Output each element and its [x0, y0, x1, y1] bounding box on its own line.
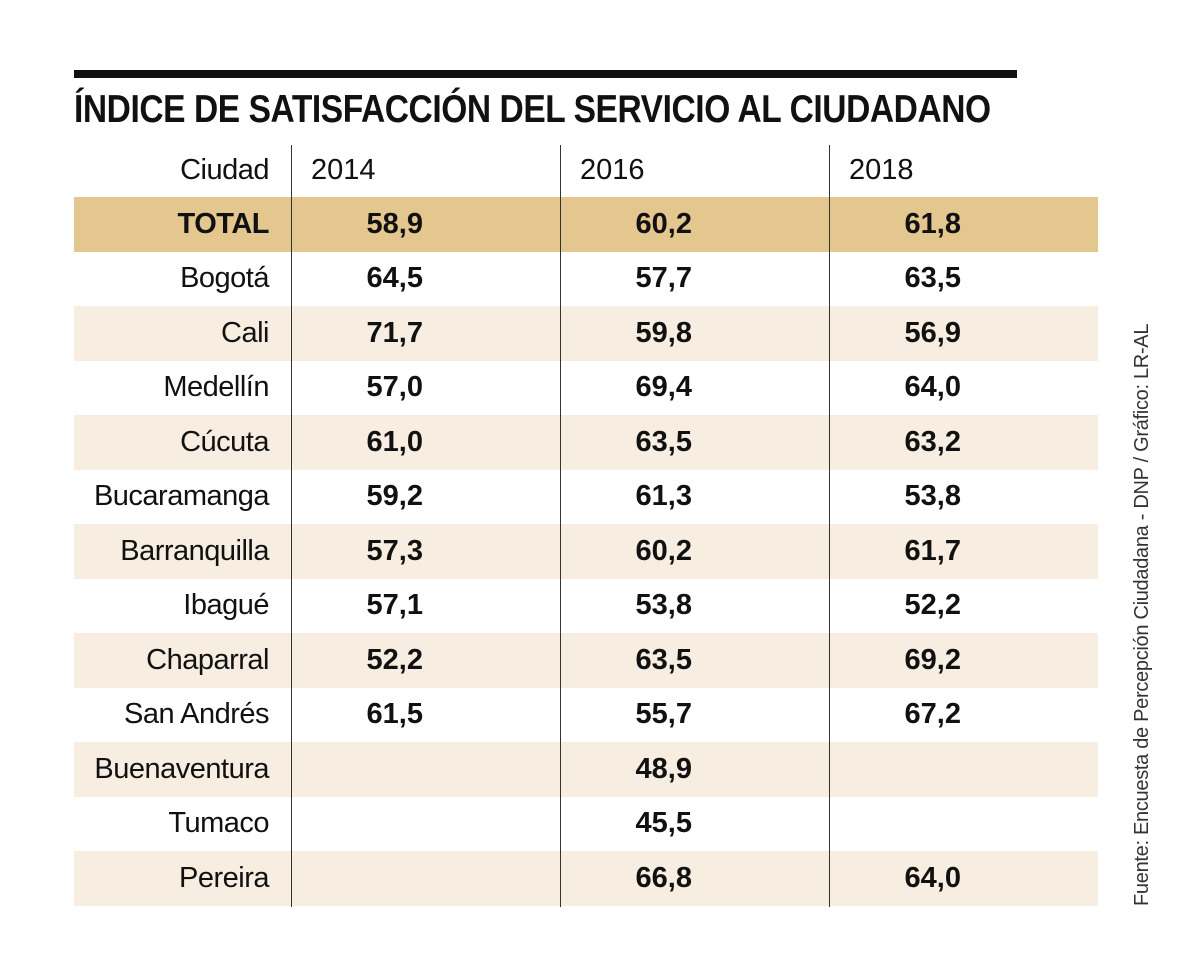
- data-table: Ciudad 2014 2016 2018 TOTAL 58,9 60,2 61,8 B…: [74, 143, 1098, 906]
- value-2018-cell: [829, 742, 1098, 797]
- table-row: Cali 71,7 59,8 56,9: [74, 306, 1098, 361]
- city-cell: Bucaramanga: [93, 480, 270, 513]
- table-row: Ibagué 57,1 53,8 52,2: [74, 579, 1098, 634]
- city-cell: TOTAL: [177, 207, 270, 240]
- value-2018-cell: [829, 797, 1098, 852]
- table-row: Cúcuta 61,0 63,5 63,2: [74, 415, 1098, 470]
- value-2014-cell: 57,3: [366, 534, 423, 567]
- value-2018-cell: 61,7: [904, 534, 961, 567]
- value-2014-cell: 71,7: [366, 316, 423, 349]
- value-2014-cell: [291, 797, 560, 852]
- value-2016-cell: 63,5: [635, 425, 692, 458]
- city-cell: Ibagué: [183, 589, 269, 622]
- table-row: Pereira 66,8 64,0: [74, 851, 1098, 906]
- value-2018-cell: 67,2: [904, 698, 961, 731]
- value-2018-cell: 63,5: [904, 262, 961, 295]
- header-city: Ciudad: [180, 153, 269, 186]
- table-row: Chaparral 52,2 63,5 69,2: [74, 633, 1098, 688]
- value-2014-cell: 57,0: [366, 371, 423, 404]
- value-2016-cell: 59,8: [635, 316, 692, 349]
- value-2018-cell: 64,0: [904, 861, 961, 894]
- table-row: Medellín 57,0 69,4 64,0: [74, 361, 1098, 416]
- table-row: Bucaramanga 59,2 61,3 53,8: [74, 470, 1098, 525]
- value-2014-cell: 61,5: [366, 698, 423, 731]
- city-cell: Barranquilla: [120, 534, 269, 567]
- value-2018-cell: 61,8: [904, 207, 961, 240]
- value-2016-cell: 61,3: [635, 480, 692, 513]
- city-cell: Bogotá: [180, 262, 269, 295]
- top-rule: [74, 70, 1017, 78]
- value-2016-cell: 45,5: [635, 807, 692, 840]
- city-cell: Buenaventura: [94, 752, 269, 785]
- value-2014-cell: [291, 851, 560, 906]
- city-cell: Medellín: [163, 371, 269, 404]
- value-2016-cell: 48,9: [635, 752, 692, 785]
- value-2016-cell: 66,8: [635, 861, 692, 894]
- table-row: Tumaco 45,5: [74, 797, 1098, 852]
- value-2016-cell: 69,4: [635, 371, 692, 404]
- value-2018-cell: 63,2: [904, 425, 961, 458]
- value-2014-cell: [291, 742, 560, 797]
- table-row: Bogotá 64,5 57,7 63,5: [74, 252, 1098, 307]
- table-row: Barranquilla 57,3 60,2 61,7: [74, 524, 1098, 579]
- header-2014: 2014: [311, 153, 376, 186]
- value-2014-cell: 57,1: [366, 589, 423, 622]
- value-2016-cell: 60,2: [635, 207, 692, 240]
- value-2018-cell: 69,2: [904, 643, 961, 676]
- city-cell: Pereira: [179, 861, 270, 894]
- source-credit: Fuente: Encuesta de Percepción Ciudadana…: [1131, 323, 1153, 906]
- city-cell: Cúcuta: [180, 425, 269, 458]
- value-2018-cell: 53,8: [904, 480, 961, 513]
- value-2018-cell: 64,0: [904, 371, 961, 404]
- chart-title: ÍNDICE DE SATISFACCIÓN DEL SERVICIO AL C…: [74, 88, 991, 131]
- value-2016-cell: 53,8: [635, 589, 692, 622]
- city-cell: Tumaco: [168, 807, 269, 840]
- value-2014-cell: 59,2: [366, 480, 423, 513]
- total-row: TOTAL 58,9 60,2 61,8: [74, 197, 1098, 252]
- value-2018-cell: 56,9: [904, 316, 961, 349]
- value-2014-cell: 64,5: [366, 262, 423, 295]
- table-header-row: Ciudad 2014 2016 2018: [74, 143, 1098, 197]
- city-cell: Cali: [221, 316, 269, 349]
- value-2016-cell: 60,2: [635, 534, 692, 567]
- value-2016-cell: 57,7: [635, 262, 692, 295]
- column-divider: [291, 145, 292, 907]
- value-2018-cell: 52,2: [904, 589, 961, 622]
- column-divider: [560, 145, 561, 907]
- header-2016: 2016: [580, 153, 645, 186]
- table-row: Buenaventura 48,9: [74, 742, 1098, 797]
- header-2018: 2018: [849, 153, 914, 186]
- city-cell: San Andrés: [124, 698, 269, 731]
- value-2014-cell: 58,9: [366, 207, 423, 240]
- value-2016-cell: 63,5: [635, 643, 692, 676]
- column-divider: [829, 145, 830, 907]
- value-2016-cell: 55,7: [635, 698, 692, 731]
- value-2014-cell: 52,2: [366, 643, 423, 676]
- value-2014-cell: 61,0: [366, 425, 423, 458]
- city-cell: Chaparral: [146, 643, 269, 676]
- table-row: San Andrés 61,5 55,7 67,2: [74, 688, 1098, 743]
